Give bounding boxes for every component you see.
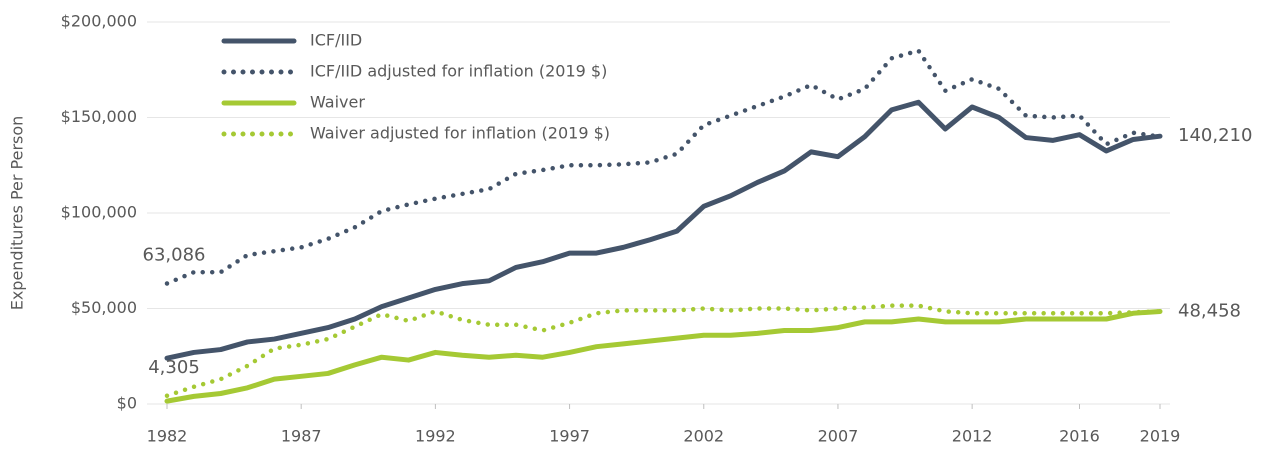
- x-tick-label: 1992: [415, 427, 456, 446]
- legend-label: Waiver adjusted for inflation (2019 $): [310, 124, 610, 143]
- y-tick-label: $100,000: [61, 203, 137, 222]
- y-tick-label: $150,000: [61, 107, 137, 126]
- series-line: [164, 308, 1163, 404]
- x-tick-label: 1982: [147, 427, 188, 446]
- legend-label: ICF/IID adjusted for inflation (2019 $): [310, 62, 607, 81]
- y-tick-label: $200,000: [61, 12, 137, 31]
- y-tick-label: $50,000: [71, 298, 137, 317]
- x-tick-label: 2012: [952, 427, 993, 446]
- x-tick-label: 2016: [1059, 427, 1100, 446]
- x-tick-label: 2007: [818, 427, 859, 446]
- series-line: [164, 303, 1163, 399]
- series-line: [164, 48, 1163, 286]
- legend-label: Waiver: [310, 93, 365, 112]
- data-label: 4,305: [148, 357, 200, 378]
- x-tick-label: 2002: [683, 427, 724, 446]
- y-axis-label: Expenditures Per Person: [8, 116, 27, 311]
- x-tick-label: 1987: [281, 427, 322, 446]
- data-label: 63,086: [143, 245, 206, 266]
- data-label: 140,210: [1178, 125, 1252, 146]
- x-tick-label: 2019: [1140, 427, 1181, 446]
- y-tick-label: $0: [117, 394, 137, 413]
- data-label: 48,458: [1178, 300, 1241, 321]
- series-line: [164, 99, 1163, 361]
- legend-label: ICF/IID: [310, 31, 362, 50]
- x-tick-label: 1997: [549, 427, 590, 446]
